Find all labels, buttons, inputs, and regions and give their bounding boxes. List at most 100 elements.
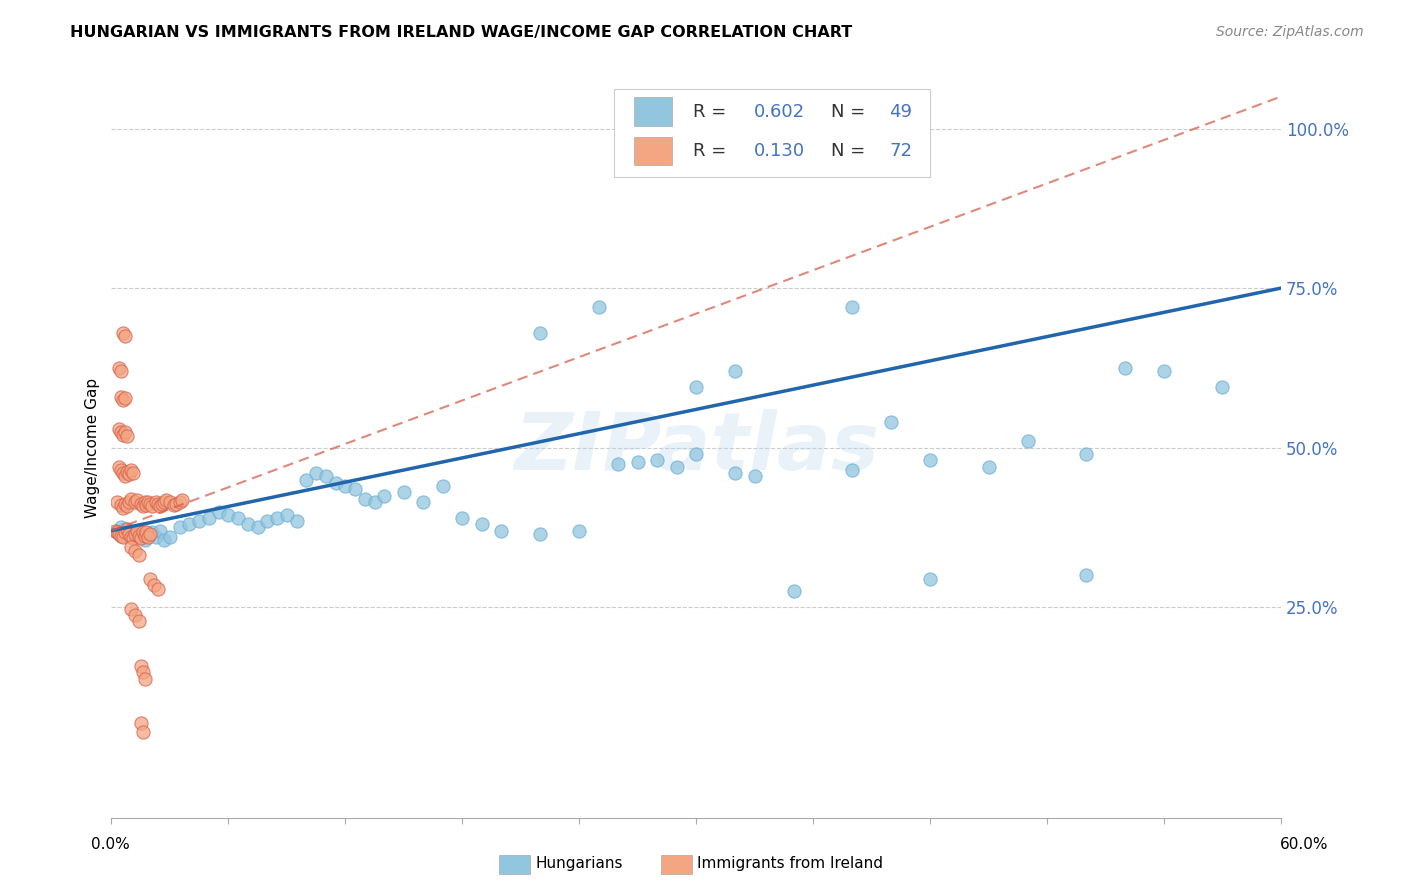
Point [880,415,903,429]
Point [138,528,160,542]
Point [141,500,163,514]
Point [131,500,153,514]
Point [115,429,138,443]
Point [129,716,152,731]
Point [108,421,131,435]
Point [134,529,156,543]
Point [236,517,259,532]
Point [120,540,142,554]
Point [335,479,357,493]
Point [124,526,146,541]
Point [124,495,146,509]
Point [163,498,186,512]
Point [685,447,707,461]
Point [112,467,135,481]
Point [920,572,942,586]
Point [179,517,201,532]
Point [129,659,152,673]
Point [353,491,375,506]
Point [782,584,804,599]
Point [118,526,141,541]
Point [145,495,167,509]
Point [110,529,132,543]
Point [128,529,150,543]
Point [266,511,288,525]
Point [285,514,308,528]
Text: N =: N = [831,103,870,120]
Point [148,497,170,511]
Point [724,467,747,481]
Point [169,520,191,534]
Point [256,514,278,528]
Point [188,514,211,528]
Point [325,475,347,490]
Point [108,526,131,541]
Point [588,300,610,314]
Point [169,495,191,509]
Point [115,500,138,514]
Point [491,524,513,538]
Point [129,532,152,546]
Point [155,493,177,508]
Point [207,504,229,518]
Point [114,425,136,439]
Point [124,607,146,622]
Point [105,524,128,538]
Point [150,497,173,511]
Y-axis label: Wage/Income Gap: Wage/Income Gap [86,377,100,517]
Text: 49: 49 [889,103,912,120]
Point [110,390,132,404]
Point [217,508,239,522]
Point [110,425,132,439]
Point [120,491,142,506]
Point [131,665,153,680]
Point [125,524,148,538]
Point [685,380,707,394]
Point [124,544,146,558]
Text: 0.0%: 0.0% [91,838,131,852]
Point [112,530,135,544]
Point [138,530,160,544]
Point [315,469,337,483]
Point [120,530,142,544]
Point [118,495,141,509]
Point [114,522,136,536]
Point [1211,380,1233,394]
Text: 0.130: 0.130 [754,142,804,160]
Point [129,497,152,511]
Point [149,524,172,538]
Point [1017,434,1039,449]
Point [607,457,630,471]
Point [112,501,135,516]
Point [645,453,668,467]
Point [131,724,153,739]
Point [110,364,132,378]
Point [529,526,551,541]
Text: R =: R = [693,103,731,120]
Point [139,526,162,541]
Point [145,530,167,544]
Point [135,498,157,512]
Point [128,548,150,562]
Point [1074,568,1097,582]
Point [121,467,143,481]
Point [114,524,136,539]
Point [114,329,136,343]
Point [128,615,150,629]
Point [125,524,148,538]
Point [159,530,181,544]
Point [627,455,650,469]
Point [392,485,415,500]
Point [295,473,318,487]
Point [121,532,143,546]
Point [134,672,156,686]
Point [153,495,176,509]
Point [744,469,766,483]
Point [665,459,688,474]
Bar [634,136,672,165]
Point [305,467,328,481]
Point [121,526,143,541]
Point [246,520,269,534]
Text: R =: R = [693,142,731,160]
Point [432,479,454,493]
